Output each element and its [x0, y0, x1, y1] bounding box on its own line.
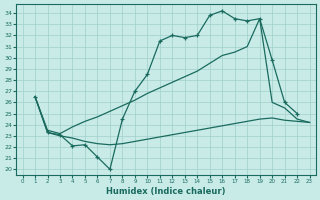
- X-axis label: Humidex (Indice chaleur): Humidex (Indice chaleur): [106, 187, 226, 196]
